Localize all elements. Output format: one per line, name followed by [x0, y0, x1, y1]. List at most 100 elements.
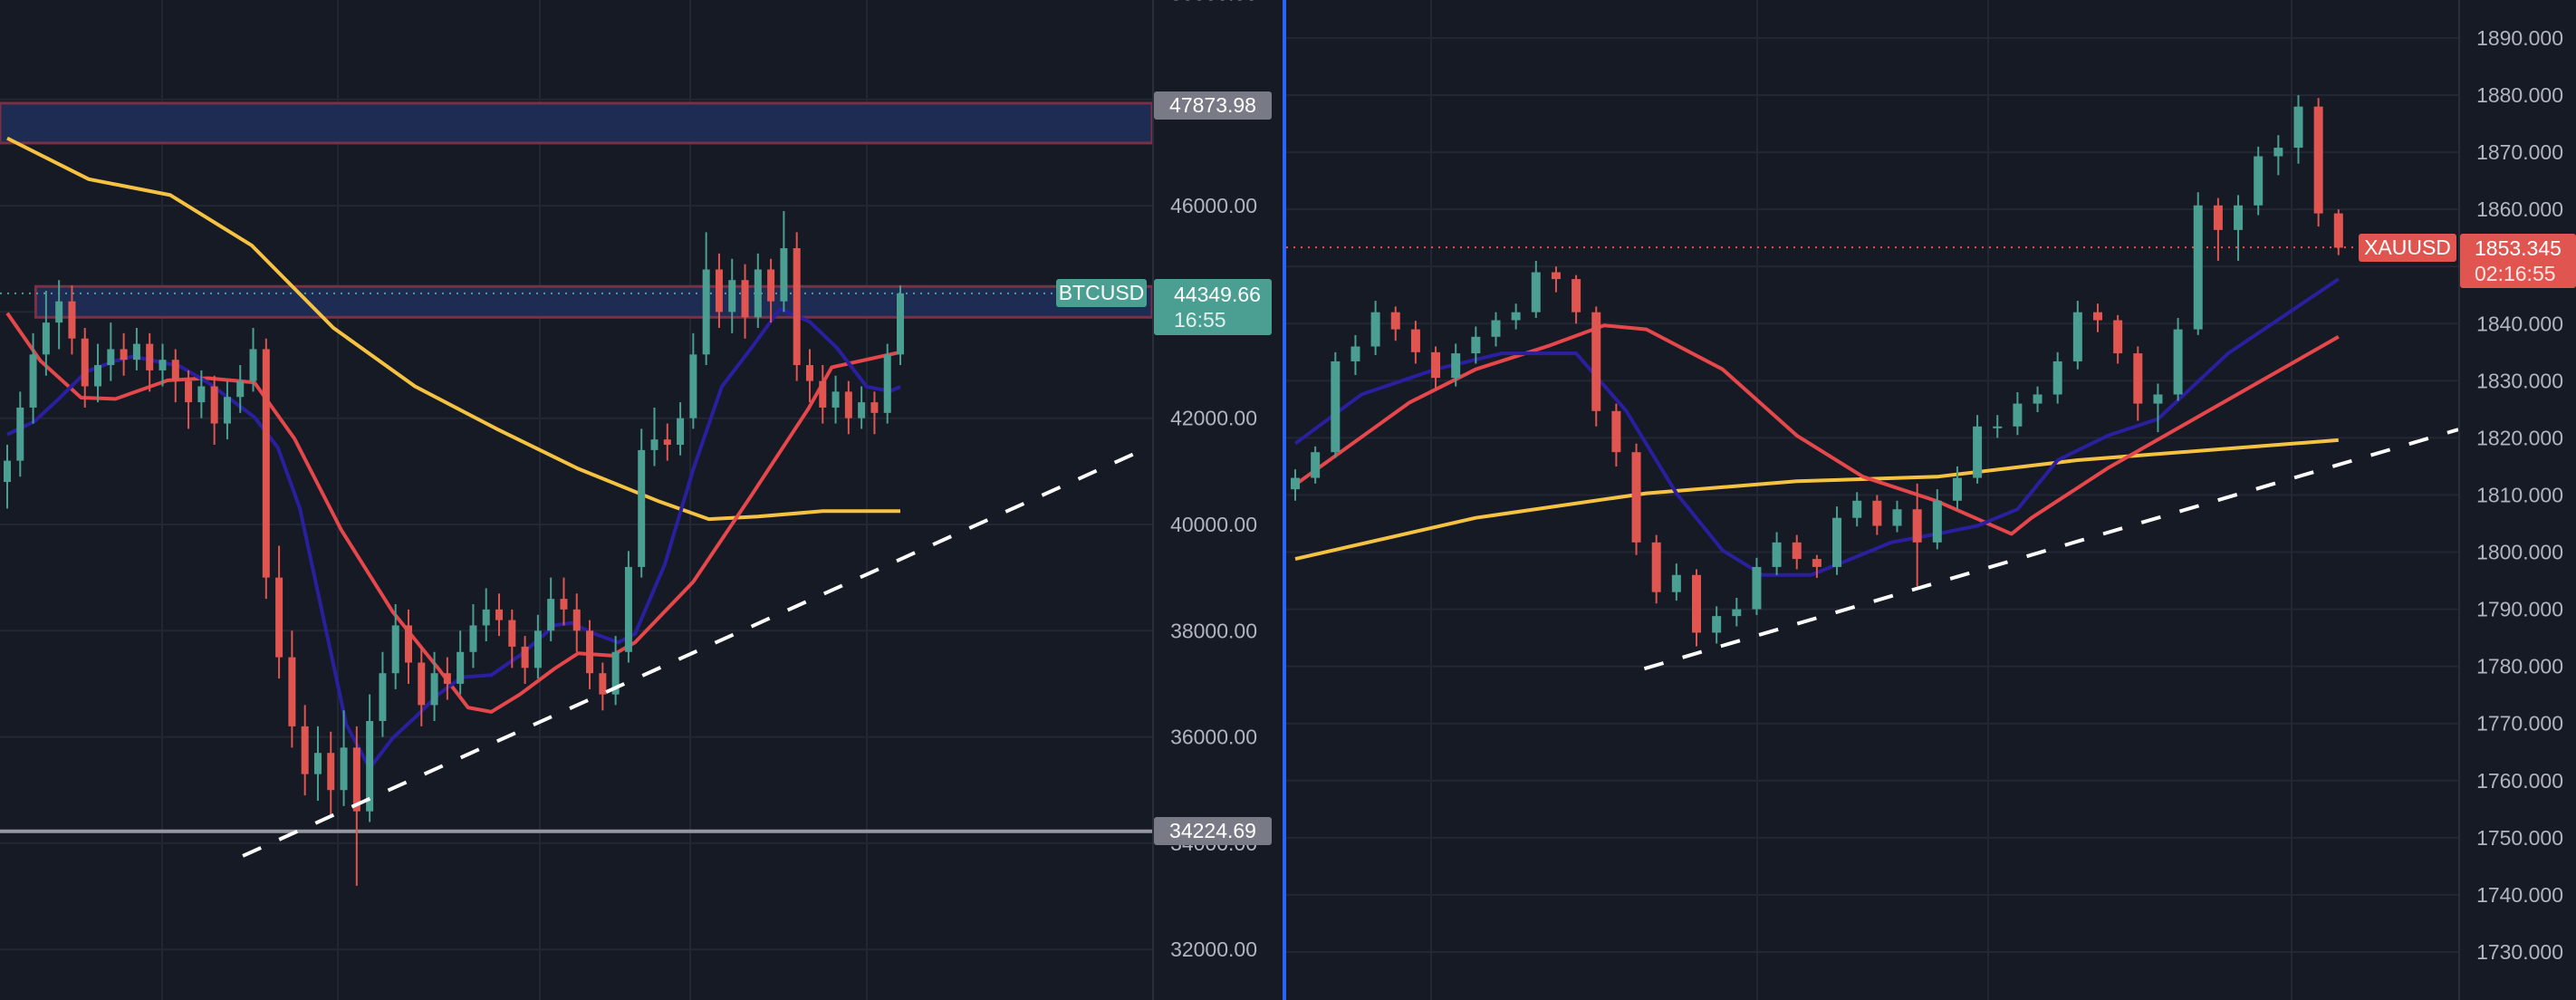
moving-average-fast [6, 306, 901, 771]
candle-body [1752, 566, 1762, 610]
candle-body [4, 460, 11, 483]
candle-body [533, 630, 542, 668]
candle-body [1631, 452, 1641, 543]
candle-body [677, 418, 685, 446]
candle-body [171, 360, 179, 381]
candle-body [1491, 320, 1501, 337]
y-tick-label: 1830.000 [2476, 369, 2563, 392]
level-label-lower: 34224.69 [1154, 817, 1272, 845]
y-tick-label: 40000.00 [1170, 513, 1257, 536]
candle-body [42, 322, 50, 355]
level-label-upper: 47873.98 [1154, 91, 1272, 120]
candle-body [2052, 361, 2062, 395]
candle-body [313, 753, 322, 774]
y-tick-label: 50000.00 [1170, 0, 1257, 5]
candle-body [1410, 329, 1420, 352]
candle-body [120, 349, 128, 361]
candle-body [2234, 205, 2244, 230]
rectangle-zone [0, 101, 1154, 145]
candle-body [547, 599, 555, 631]
candle-body [2072, 312, 2082, 361]
candle-body [404, 625, 412, 663]
candle-body [521, 646, 529, 668]
candle-body [185, 380, 193, 403]
candle-body [236, 380, 245, 398]
candle-body [858, 402, 866, 418]
y-tick-label: 1870.000 [2476, 140, 2563, 164]
candle-body [1572, 279, 1581, 312]
candle-body [262, 349, 270, 578]
candle-body [210, 386, 218, 424]
moving-average-slow [1294, 438, 2339, 562]
candle-body [728, 280, 736, 312]
candle-body [29, 354, 37, 408]
pane-divider[interactable] [1283, 0, 1286, 1000]
candle-body [482, 609, 490, 626]
candle-body [132, 343, 140, 361]
y-tick-label: 38000.00 [1170, 619, 1257, 642]
candle-body [2254, 156, 2264, 206]
candle-body [1431, 351, 1441, 379]
candle-body [715, 269, 723, 312]
candle-body [1350, 346, 1360, 361]
y-tick-label: 1770.000 [2476, 712, 2563, 736]
candle-body [2113, 320, 2123, 354]
y-tick-label: 1790.000 [2476, 598, 2563, 621]
candle-body [1291, 477, 1300, 490]
candle-body [469, 625, 477, 652]
moving-average-mid [1293, 323, 2340, 536]
candle-body [2013, 403, 2023, 427]
candle-body [638, 449, 646, 567]
candle-body [1712, 616, 1722, 633]
candle-body [819, 380, 827, 408]
y-tick-label: 46000.00 [1170, 194, 1257, 217]
candle-body [366, 721, 374, 812]
candle-body [611, 651, 620, 695]
xauusd-chart-pane[interactable]: 1890.0001880.0001870.0001860.0001850.000… [1286, 0, 2576, 1000]
candle-body [1932, 500, 1942, 543]
y-tick-label: 1880.000 [2476, 83, 2563, 107]
candle-body [1311, 452, 1321, 478]
candle-body [805, 365, 813, 381]
y-tick-label: 1810.000 [2476, 483, 2563, 506]
y-tick-label: 1750.000 [2476, 826, 2563, 850]
candle-body [2173, 329, 2183, 395]
candle-body [443, 673, 451, 684]
candle-body [1331, 361, 1341, 453]
btcusd-chart-pane[interactable]: 50000.0048000.0046000.0044000.0042000.00… [0, 0, 1283, 1000]
candle-body [844, 391, 852, 418]
candle-body [288, 657, 296, 726]
rectangle-zone [34, 284, 1154, 319]
btcusd-last-price-tag: 44349.66 16:55 [1154, 279, 1272, 335]
candle-body [495, 609, 504, 620]
candle-body [2093, 312, 2102, 321]
candle-body [1651, 542, 1661, 592]
btcusd-countdown: 16:55 [1174, 308, 1226, 332]
candle-body [883, 354, 891, 413]
candle-body [702, 269, 710, 355]
candle-body [68, 301, 76, 339]
y-tick-label: 36000.00 [1170, 726, 1257, 749]
candle-body [831, 391, 840, 408]
candle-body [159, 360, 167, 370]
candle-body [599, 673, 607, 695]
btcusd-chart-canvas[interactable]: 50000.0048000.0046000.0044000.0042000.00… [0, 0, 1283, 1000]
xauusd-chart-canvas[interactable]: 1890.0001880.0001870.0001860.0001850.000… [1286, 0, 2576, 1000]
candle-body [2293, 106, 2303, 149]
candle-body [1451, 353, 1461, 379]
candle-body [754, 269, 762, 318]
y-tick-label: 1730.000 [2476, 940, 2563, 964]
candle-body [1370, 312, 1380, 347]
candle-body [1952, 477, 1962, 501]
y-tick-label: 32000.00 [1170, 938, 1257, 961]
y-tick-label: 1840.000 [2476, 312, 2563, 335]
candle-body [2153, 394, 2163, 404]
candle-body [1772, 542, 1782, 567]
candle-body [418, 662, 426, 706]
moving-average-fast [1293, 277, 2340, 577]
candle-body [1611, 410, 1621, 453]
xauusd-price-axis-border [2458, 0, 2460, 1000]
candle-body [560, 599, 568, 610]
candle-body [55, 301, 63, 323]
candle-body [897, 293, 905, 355]
